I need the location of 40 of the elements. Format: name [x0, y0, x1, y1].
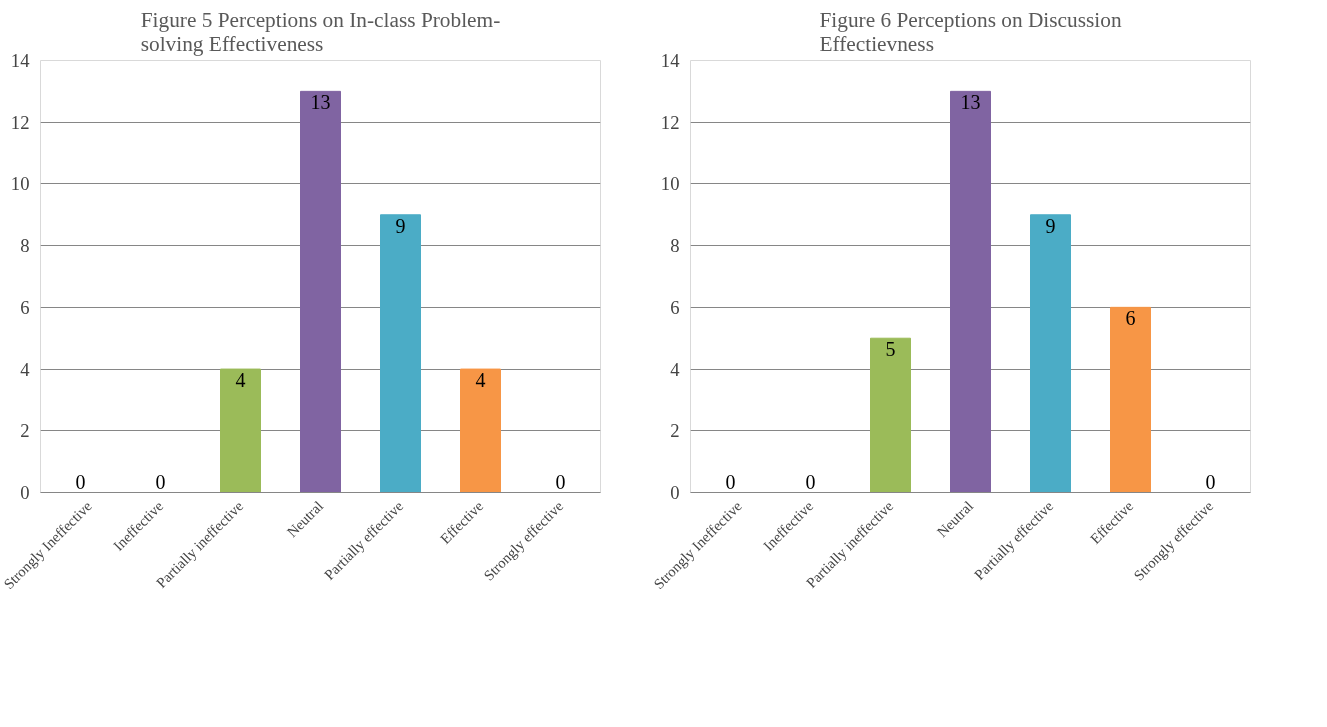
- bar: [1030, 214, 1071, 493]
- data-label: 9: [1045, 214, 1056, 237]
- data-label: 0: [725, 470, 736, 493]
- y-tick-label: 2: [20, 420, 30, 442]
- data-label: 4: [235, 368, 246, 391]
- data-label: 0: [1205, 470, 1216, 493]
- y-tick-label: 4: [670, 358, 681, 380]
- data-label: 9: [395, 214, 406, 237]
- data-label: 0: [155, 470, 166, 493]
- chart-title: Figure 6 Perceptions on Discussion Effectievness: [819, 7, 1122, 56]
- data-label: 13: [960, 91, 981, 114]
- y-tick-label: 12: [10, 111, 30, 133]
- y-tick-label: 14: [660, 50, 681, 71]
- y-tick-label: 8: [20, 235, 30, 257]
- bar: [1110, 306, 1151, 493]
- y-tick-label: 10: [660, 173, 680, 195]
- y-tick-label: 14: [10, 50, 31, 71]
- data-label: 4: [475, 368, 486, 391]
- y-tick-label: 0: [670, 482, 680, 503]
- y-tick-label: 12: [660, 111, 680, 133]
- y-tick-label: 2: [670, 420, 680, 442]
- data-label: 0: [805, 470, 816, 493]
- bar: [870, 337, 911, 493]
- data-label: 6: [1125, 307, 1136, 330]
- bar: [460, 368, 501, 493]
- data-label: 0: [75, 470, 86, 493]
- data-label: 13: [310, 91, 331, 114]
- bar: [300, 90, 341, 493]
- data-label: 5: [885, 338, 896, 361]
- bar: [950, 90, 991, 493]
- bar: [380, 214, 421, 493]
- bar: [220, 368, 261, 493]
- chart-title: Figure 5 Perceptions on In-class Problem-solving Effectiveness: [140, 7, 501, 56]
- data-label: 0: [555, 470, 566, 493]
- y-tick-label: 6: [20, 296, 30, 318]
- y-tick-label: 4: [20, 358, 31, 380]
- y-tick-label: 10: [10, 173, 30, 195]
- y-tick-label: 0: [20, 482, 30, 503]
- y-tick-label: 6: [670, 296, 680, 318]
- y-tick-label: 8: [670, 235, 680, 257]
